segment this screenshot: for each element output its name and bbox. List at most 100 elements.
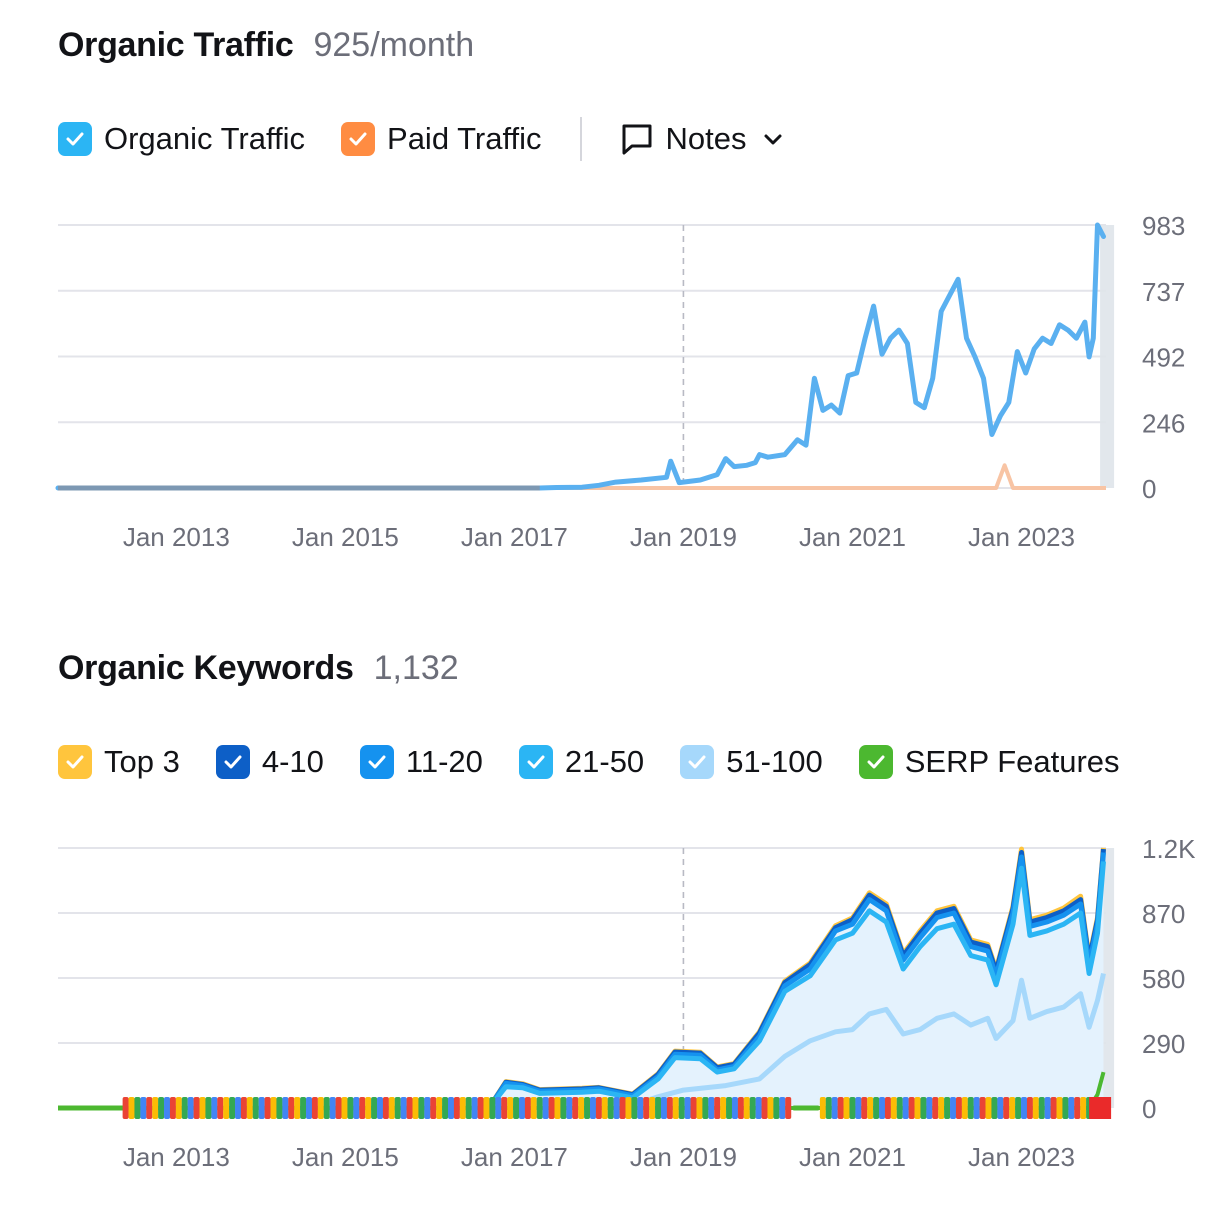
x-tick-label: Jan 2013 — [123, 522, 230, 552]
serp-feature-marker — [867, 1097, 874, 1119]
serp-feature-marker — [448, 1097, 454, 1119]
serp-feature-marker — [655, 1097, 662, 1119]
serp-feature-marker — [453, 1097, 460, 1119]
series-organic-traffic-line — [55, 222, 1106, 491]
keywords-header: Organic Keywords 1,132 — [58, 649, 459, 688]
serp-feature-marker — [164, 1097, 171, 1119]
serp-feature-marker — [749, 1097, 756, 1119]
check-icon[interactable] — [359, 745, 394, 779]
serp-feature-marker — [944, 1097, 951, 1119]
legend-4-10[interactable]: 4-10 — [215, 744, 324, 780]
y-tick-label: 246 — [1142, 408, 1185, 438]
serp-feature-marker — [501, 1097, 508, 1119]
serp-feature-marker — [743, 1097, 750, 1119]
serp-feature-marker — [175, 1097, 182, 1119]
legend-divider — [579, 117, 582, 161]
serp-feature-marker — [371, 1097, 378, 1119]
serp-feature-marker — [1068, 1097, 1075, 1119]
legend-label: 11-20 — [405, 744, 483, 779]
current-period-band — [1100, 225, 1115, 488]
legend-11-20[interactable]: 11-20 — [359, 744, 483, 780]
serp-feature-marker — [690, 1097, 697, 1119]
serp-feature-marker — [205, 1097, 212, 1119]
legend-label: Paid Traffic — [387, 121, 542, 156]
legend-paid-traffic[interactable]: Paid Traffic — [341, 121, 542, 157]
serp-feature-marker — [211, 1097, 218, 1119]
serp-feature-marker — [589, 1097, 596, 1119]
serp-feature-marker — [637, 1097, 644, 1119]
keywords-area-fill — [58, 848, 1104, 1108]
serp-feature-marker — [761, 1097, 768, 1119]
serp-feature-marker — [252, 1097, 259, 1119]
serp-feature-marker — [843, 1097, 850, 1119]
check-icon[interactable] — [58, 122, 92, 156]
serp-feature-marker — [300, 1097, 307, 1119]
serp-feature-marker — [513, 1097, 520, 1119]
serp-feature-marker — [406, 1097, 413, 1119]
serp-feature-marker — [1089, 1097, 1112, 1119]
x-tick-label: Jan 2019 — [630, 1142, 737, 1172]
x-tick-label: Jan 2023 — [968, 522, 1075, 552]
traffic-value: 925/month — [313, 26, 475, 64]
legend-serp-features[interactable]: SERP Features — [858, 744, 1120, 780]
x-tick-label: Jan 2015 — [292, 1142, 399, 1172]
keywords-value: 1,132 — [373, 649, 459, 687]
serp-feature-marker — [518, 1097, 525, 1119]
check-icon[interactable] — [341, 122, 376, 156]
serp-feature-marker — [643, 1097, 650, 1119]
serp-feature-marker — [424, 1097, 431, 1119]
serp-feature-marker — [631, 1097, 638, 1119]
serp-feature-marker — [702, 1097, 709, 1119]
serp-feature-marker — [678, 1097, 685, 1119]
serp-feature-marker — [542, 1097, 549, 1119]
traffic-header: Organic Traffic 925/month — [58, 26, 474, 65]
serp-feature-marker — [779, 1097, 786, 1119]
notes-button[interactable]: Notes — [620, 121, 785, 157]
serp-feature-marker — [530, 1097, 537, 1119]
y-tick-label: 580 — [1142, 964, 1185, 994]
serp-feature-marker — [489, 1097, 496, 1119]
serp-feature-marker — [1062, 1097, 1069, 1119]
serp-feature-marker — [950, 1097, 957, 1119]
check-icon[interactable] — [680, 745, 715, 779]
serp-feature-marker — [649, 1097, 656, 1119]
serp-feature-marker — [973, 1097, 980, 1119]
x-tick-label: Jan 2017 — [461, 1142, 568, 1172]
legend-51-100[interactable]: 51-100 — [680, 744, 823, 780]
check-icon[interactable] — [518, 745, 553, 779]
x-tick-label: Jan 2019 — [630, 522, 737, 552]
x-tick-label: Jan 2013 — [123, 1142, 230, 1172]
serp-feature-marker — [341, 1097, 348, 1119]
serp-feature-marker — [619, 1097, 626, 1119]
legend-organic-traffic[interactable]: Organic Traffic — [58, 121, 305, 157]
serp-feature-marker — [276, 1097, 283, 1119]
serp-feature-marker — [932, 1097, 939, 1119]
serp-feature-marker — [388, 1097, 395, 1119]
serp-feature-marker — [554, 1097, 561, 1119]
x-tick-label: Jan 2015 — [292, 522, 399, 552]
serp-feature-marker — [884, 1097, 891, 1119]
serp-feature-marker — [353, 1097, 360, 1119]
check-icon[interactable] — [215, 745, 250, 779]
legend-21-50[interactable]: 21-50 — [518, 744, 644, 780]
serp-feature-marker — [578, 1097, 585, 1119]
serp-feature-marker — [128, 1097, 135, 1119]
x-tick-label: Jan 2021 — [799, 522, 906, 552]
serp-feature-marker — [258, 1097, 265, 1119]
serp-feature-marker — [306, 1097, 313, 1119]
serp-feature-marker — [902, 1097, 909, 1119]
check-icon[interactable] — [858, 745, 893, 779]
serp-feature-marker — [122, 1097, 129, 1119]
notes-icon — [620, 122, 654, 156]
serp-feature-marker — [726, 1097, 733, 1119]
serp-feature-marker — [294, 1097, 301, 1119]
traffic-title: Organic Traffic — [58, 26, 294, 64]
serp-feature-marker — [997, 1097, 1004, 1119]
serp-feature-marker — [282, 1097, 289, 1119]
legend-top-3[interactable]: Top 3 — [58, 744, 180, 780]
y-tick-label: 290 — [1142, 1029, 1185, 1059]
legend-label: SERP Features — [904, 744, 1120, 779]
serp-feature-marker — [240, 1097, 247, 1119]
serp-feature-marker — [572, 1097, 579, 1119]
check-icon[interactable] — [58, 745, 92, 779]
